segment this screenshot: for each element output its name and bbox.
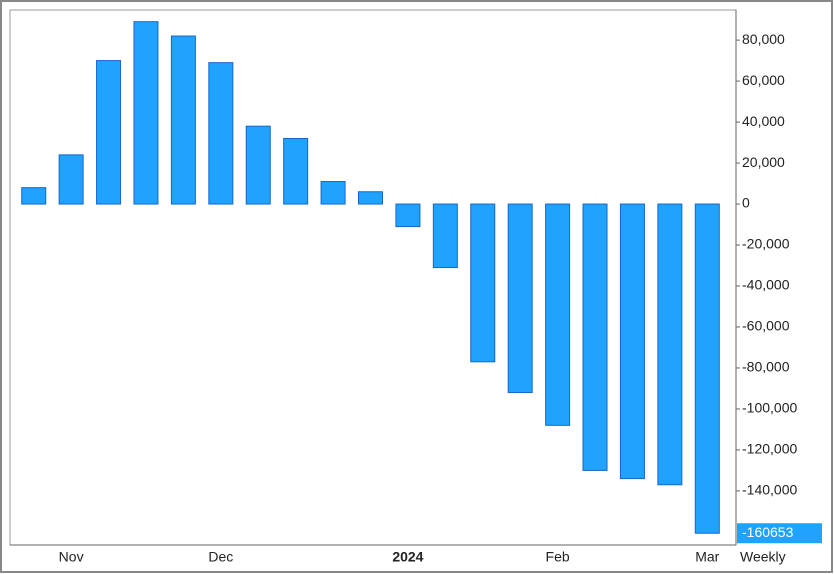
bar <box>245 125 271 205</box>
plot-area <box>9 9 737 546</box>
y-tick-label: 0 <box>742 195 750 211</box>
y-tick-label: -120,000 <box>742 441 797 457</box>
x-tick-label: 2024 <box>392 549 423 565</box>
bar <box>170 35 196 205</box>
y-tick-label: -140,000 <box>742 482 797 498</box>
bar <box>320 181 346 205</box>
x-tick-label: Dec <box>208 549 233 565</box>
bar <box>507 203 533 394</box>
bar <box>21 187 47 205</box>
bar <box>657 203 683 486</box>
bar <box>432 203 458 269</box>
x-tick-label: Nov <box>59 549 84 565</box>
period-label: Weekly <box>740 549 786 565</box>
bar <box>208 62 234 205</box>
last-value-box <box>737 523 822 544</box>
bar <box>694 203 720 534</box>
bar <box>58 154 84 205</box>
bar <box>545 203 571 426</box>
y-tick-label: 60,000 <box>742 72 785 88</box>
y-tick-label: -60,000 <box>742 318 790 334</box>
y-tick-label: -20,000 <box>742 236 790 252</box>
y-tick-label: -40,000 <box>742 277 790 293</box>
x-tick-label: Feb <box>546 549 570 565</box>
bar <box>619 203 645 480</box>
bar <box>133 21 159 205</box>
bar <box>96 60 122 205</box>
bar <box>358 191 383 205</box>
x-tick-label: Mar <box>695 549 719 565</box>
y-tick-label: -100,000 <box>742 400 797 416</box>
y-tick-label: 20,000 <box>742 154 785 170</box>
y-tick-label: -80,000 <box>742 359 790 375</box>
bar <box>283 137 309 205</box>
y-tick-label: 40,000 <box>742 113 785 129</box>
bar <box>582 203 608 471</box>
bar <box>470 203 496 363</box>
bar <box>395 203 421 228</box>
y-tick-label: 80,000 <box>742 31 785 47</box>
last-value-label: -160653 <box>742 524 794 540</box>
